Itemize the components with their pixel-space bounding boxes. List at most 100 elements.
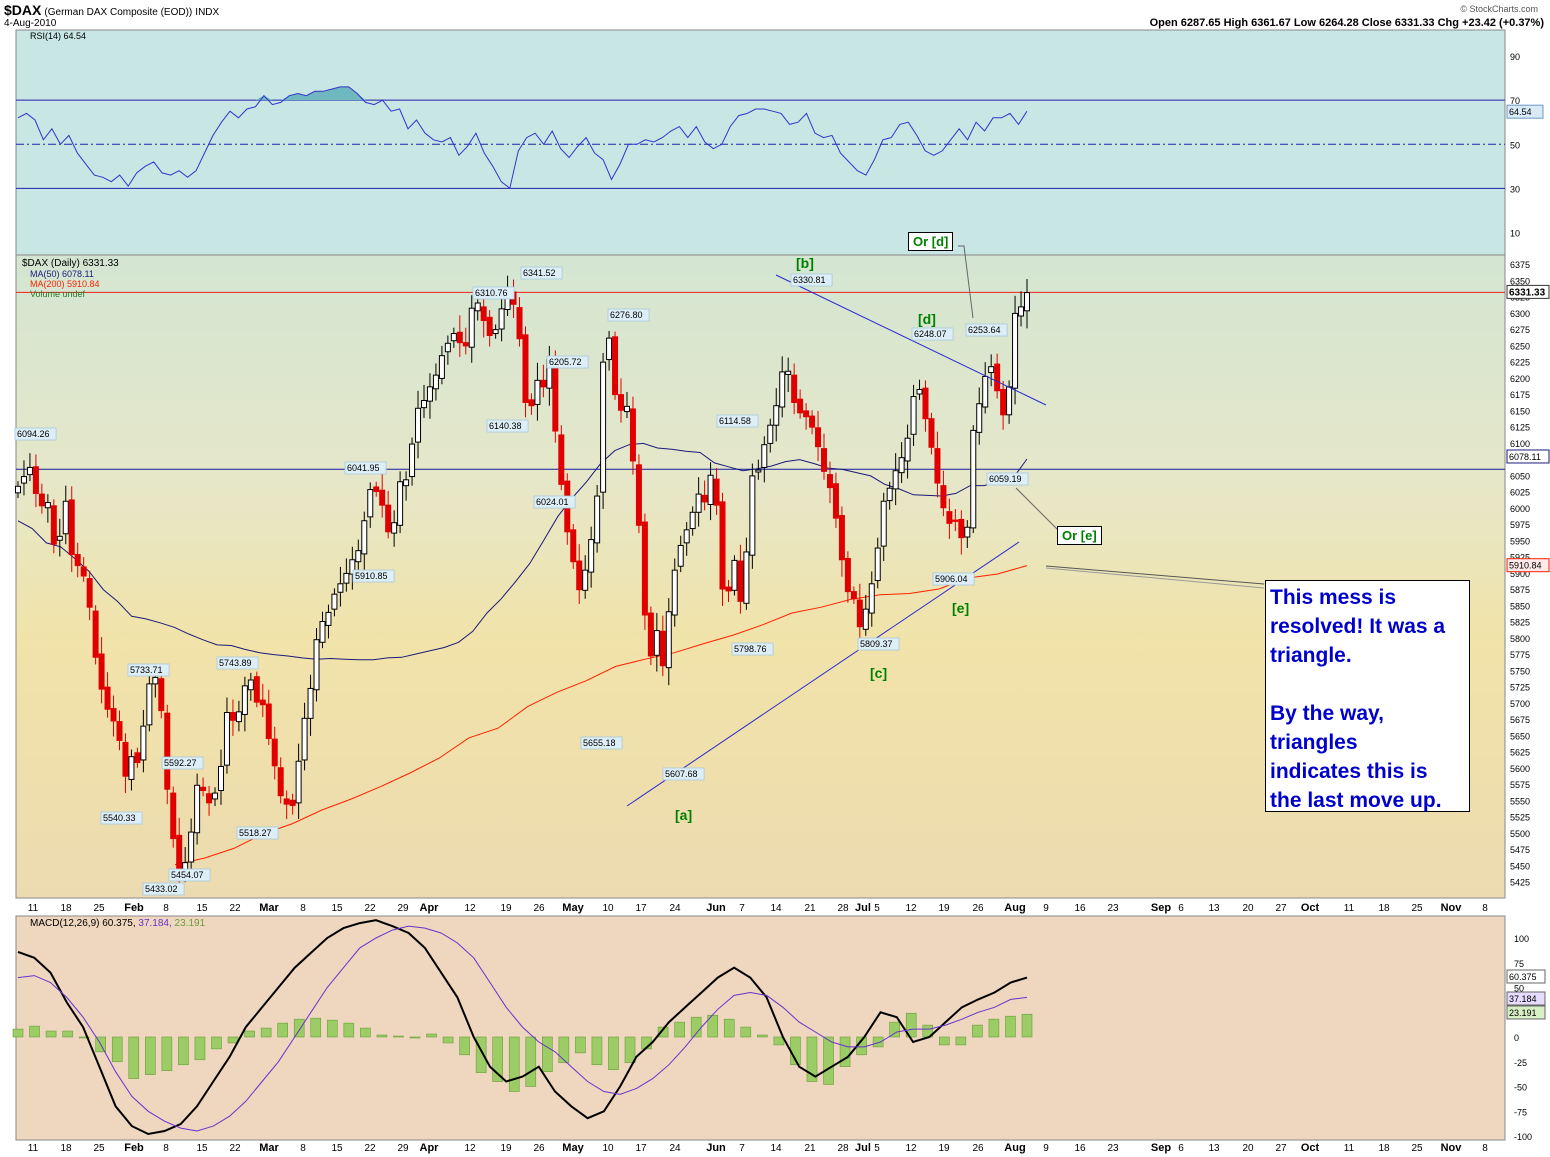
- candle-body: [68, 499, 75, 556]
- candle-body: [612, 336, 619, 396]
- candle-body: [349, 559, 356, 575]
- candle-body: [438, 355, 445, 379]
- macd-tick-label: 100: [1514, 934, 1529, 944]
- macd-histogram-bar: [525, 1036, 537, 1087]
- x-tick-label: 15: [331, 1143, 343, 1154]
- x-tick-label: 12: [905, 1143, 917, 1154]
- price-label: 5433.02: [145, 884, 178, 894]
- index-name: (German DAX Composite (EOD)): [44, 7, 193, 18]
- candle-body: [188, 831, 195, 863]
- macd-histogram-bar: [326, 1019, 338, 1038]
- x-tick-label: Nov: [1441, 902, 1463, 914]
- x-tick-label: 10: [602, 1143, 614, 1154]
- x-tick-label: 5: [874, 1143, 880, 1154]
- macd-histogram-bar: [674, 1021, 685, 1038]
- candle-body: [212, 792, 219, 800]
- price-tick-label: 5475: [1510, 845, 1530, 855]
- candle-body: [832, 483, 839, 519]
- candle-body: [665, 611, 672, 669]
- macd-histogram-bar: [905, 1012, 917, 1038]
- macd-histogram-bar: [740, 1026, 752, 1038]
- x-tick-label: Feb: [124, 902, 144, 914]
- macd-histogram-bar: [459, 1036, 470, 1056]
- rsi-tick-label: 90: [1510, 52, 1520, 62]
- candle-body: [922, 387, 929, 420]
- macd-signal-line: [17, 925, 1028, 1132]
- price-label: 6041.95: [347, 463, 380, 473]
- candle-body: [241, 685, 248, 715]
- x-tick-label: 21: [804, 1143, 816, 1154]
- x-tick-label: 14: [770, 903, 782, 914]
- x-tick-label: 19: [938, 1143, 950, 1154]
- candle-body: [140, 725, 147, 761]
- x-tick-label: 8: [300, 1143, 306, 1154]
- candle-body: [32, 466, 39, 494]
- candle-body: [98, 653, 105, 690]
- price-label-box: [168, 868, 211, 882]
- x-tick-label: 26: [972, 903, 984, 914]
- x-tick-label: 18: [1378, 1143, 1390, 1154]
- ma200-last-box: [1506, 558, 1550, 573]
- macd-histogram-bar: [575, 1036, 586, 1054]
- rsi-background: [15, 29, 1506, 256]
- x-tick-label: 7: [739, 1143, 745, 1154]
- price-label-box: [580, 736, 623, 750]
- price-label: 6330.81: [793, 275, 826, 285]
- price-label: 6024.01: [536, 497, 569, 507]
- price-tick-label: 5525: [1510, 813, 1530, 823]
- callout-gap: [1270, 670, 1465, 699]
- candle-body: [940, 485, 947, 509]
- rsi-tick-label: 30: [1510, 184, 1520, 194]
- macd-histogram-bar: [889, 1021, 900, 1038]
- candle-body: [892, 470, 899, 490]
- rsi-tick-label: 70: [1510, 96, 1520, 106]
- macd-histogram-bar: [12, 1028, 24, 1038]
- price-tick-label: 5650: [1510, 731, 1530, 741]
- candle-body: [761, 444, 768, 468]
- macd-histogram-bar: [62, 1030, 73, 1038]
- price-label: 6114.58: [719, 416, 751, 426]
- x-tick-label: 18: [1378, 903, 1390, 914]
- candle-body: [1018, 306, 1025, 317]
- triangle-lower-trendline: [626, 541, 1020, 807]
- x-tick-label: May: [562, 902, 584, 914]
- macd-histogram-bar: [393, 1035, 404, 1038]
- x-tick-label: Jul: [855, 1142, 871, 1154]
- candle-body: [56, 535, 63, 541]
- candle-body: [337, 583, 344, 593]
- x-tick-label: Aug: [1004, 1142, 1025, 1154]
- candle-body: [856, 599, 863, 628]
- x-tick-label: 19: [500, 903, 512, 914]
- candle-body: [570, 529, 577, 563]
- macd-histogram-bar: [343, 1022, 355, 1038]
- price-tick-label: 6200: [1510, 374, 1530, 384]
- price-label: 5733.71: [130, 665, 163, 675]
- candle-body: [456, 331, 463, 344]
- x-tick-label: 8: [1482, 903, 1488, 914]
- candle-body: [880, 500, 887, 547]
- x-tick-label: 27: [1275, 1143, 1287, 1154]
- macd-histogram-bar: [624, 1036, 636, 1064]
- x-tick-label: 11: [1344, 903, 1355, 914]
- candle-body: [20, 476, 27, 484]
- candle-body: [50, 505, 57, 545]
- macd-histogram-bar: [128, 1036, 140, 1079]
- macd-tick-label: -50: [1514, 1083, 1527, 1093]
- price-tick-label: 6225: [1510, 358, 1530, 368]
- macd-histogram-bar: [608, 1036, 619, 1070]
- macd-histogram-bar: [1005, 1015, 1016, 1038]
- x-tick-label: 7: [739, 903, 745, 914]
- candle-body: [420, 400, 427, 409]
- ma50-legend: MA(50) 6078.11: [30, 269, 94, 279]
- candle-body: [582, 569, 589, 591]
- x-tick-label: 17: [635, 1143, 647, 1154]
- x-tick-label: 19: [500, 1143, 512, 1154]
- candle-body: [540, 379, 547, 388]
- x-tick-label: 18: [60, 903, 72, 914]
- callout-line-3: triangle.: [1270, 644, 1352, 667]
- x-tick-label: 14: [770, 1143, 782, 1154]
- x-tick-label: 22: [364, 903, 376, 914]
- x-tick-label: 24: [669, 903, 681, 914]
- candle-body: [516, 307, 523, 340]
- x-tick-label: 25: [93, 903, 105, 914]
